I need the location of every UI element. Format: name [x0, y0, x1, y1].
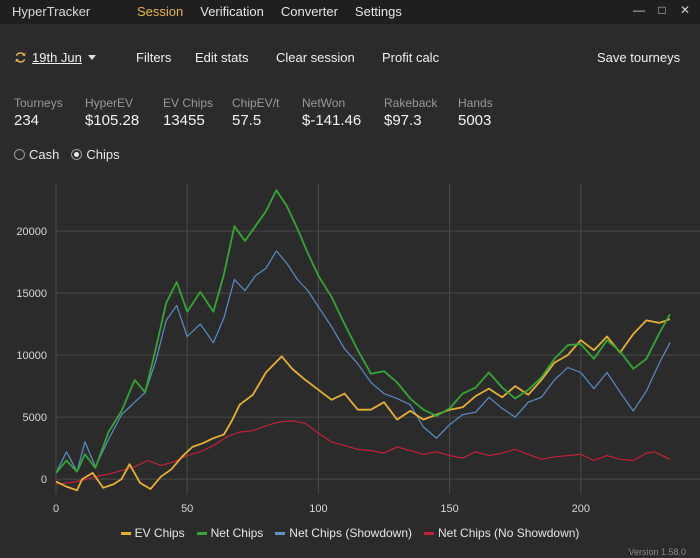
stat-label: ChipEV/t: [232, 96, 280, 110]
chart-ticks: 0 5000 10000 15000 20000 0 50 100 150 200: [16, 226, 590, 515]
stat-tourneys: Tourneys 234: [14, 96, 63, 129]
nav-tab-verification[interactable]: Verification: [200, 4, 264, 19]
series-line-net-chips: [55, 189, 671, 474]
x-tick-label: 150: [440, 503, 458, 515]
x-tick-label: 200: [572, 503, 590, 515]
legend-swatch: [120, 531, 131, 535]
date-label[interactable]: 19th Jun: [32, 50, 82, 65]
profit-calc-button[interactable]: Profit calc: [382, 50, 440, 65]
refresh-icon[interactable]: [14, 51, 27, 64]
series-line-no-showdown: [55, 420, 671, 485]
stat-hands: Hands 5003: [458, 96, 493, 129]
legend-swatch: [275, 531, 286, 535]
save-tourneys-button[interactable]: Save tourneys: [597, 50, 681, 65]
stat-value: 13455: [163, 112, 205, 129]
chevron-down-icon[interactable]: [87, 55, 96, 60]
stat-value: 5003: [458, 112, 492, 129]
radio-chips[interactable]: Chips: [71, 147, 120, 162]
stat-value: 57.5: [232, 112, 262, 129]
stat-netwon: NetWon $-141.46: [302, 96, 361, 129]
stat-label: Tourneys: [14, 96, 63, 110]
stat-label: Rakeback: [384, 96, 438, 110]
legend-item-showdown[interactable]: Net Chips (Showdown): [275, 526, 412, 540]
y-tick-label: 10000: [16, 350, 47, 362]
app-title: HyperTracker: [12, 4, 91, 19]
legend-item-no-showdown[interactable]: Net Chips (No Showdown): [424, 526, 579, 540]
mode-radio-group: Cash Chips: [14, 147, 132, 162]
radio-label: Chips: [86, 147, 120, 162]
y-tick-label: 15000: [16, 288, 47, 300]
nav-tab-settings[interactable]: Settings: [354, 4, 402, 19]
stat-hyperev: HyperEV $105.28: [85, 96, 139, 129]
legend-label: Net Chips: [210, 526, 264, 540]
minimize-icon[interactable]: —: [633, 3, 645, 17]
chart-lines: [55, 189, 671, 492]
legend-swatch: [196, 531, 207, 535]
close-icon[interactable]: ✕: [679, 3, 691, 17]
session-toolbar: 19th Jun Filters Edit stats Clear sessio…: [0, 48, 700, 70]
radio-circle[interactable]: [14, 149, 25, 160]
stat-label: HyperEV: [85, 96, 134, 110]
x-tick-label: 0: [53, 503, 59, 515]
filters-button[interactable]: Filters: [136, 50, 172, 65]
maximize-icon[interactable]: □: [658, 3, 666, 17]
version-label: Version 1.58.0: [628, 547, 686, 557]
x-tick-label: 100: [309, 503, 327, 515]
series-line-showdown: [55, 250, 671, 474]
y-tick-label: 20000: [16, 226, 47, 238]
date-selector[interactable]: 19th Jun: [14, 50, 96, 65]
stat-label: NetWon: [302, 96, 346, 110]
stat-value: $-141.46: [302, 112, 362, 129]
radio-cash[interactable]: Cash: [14, 147, 59, 162]
series-line-ev-chips: [55, 318, 671, 492]
edit-stats-button[interactable]: Edit stats: [195, 50, 249, 65]
title-bar: HyperTracker Session Verification Conver…: [0, 0, 700, 24]
stat-rakeback: Rakeback $97.3: [384, 96, 437, 129]
stat-ev-chips: EV Chips 13455: [163, 96, 213, 129]
stat-chipev-per-tourney: ChipEV/t 57.5: [232, 96, 279, 129]
clear-session-button[interactable]: Clear session: [276, 50, 355, 65]
chart-legend: EV Chips Net Chips Net Chips (Showdown) …: [0, 526, 700, 540]
legend-item-net-chips[interactable]: Net Chips: [196, 526, 264, 540]
stat-value: $97.3: [384, 112, 422, 129]
legend-label: Net Chips (Showdown): [289, 526, 413, 540]
nav-tab-session[interactable]: Session: [137, 4, 184, 19]
legend-swatch: [424, 531, 435, 535]
main-nav: Session Verification Converter Settings: [137, 4, 419, 19]
y-tick-label: 5000: [23, 412, 47, 424]
session-chart: 0 5000 10000 15000 20000 0 50 100 150 200: [16, 184, 700, 515]
y-tick-label: 0: [41, 474, 47, 486]
x-tick-label: 50: [181, 503, 193, 515]
stats-panel: Tourneys 234 HyperEV $105.28 EV Chips 13…: [0, 96, 700, 136]
nav-tab-converter[interactable]: Converter: [280, 4, 338, 19]
radio-circle[interactable]: [71, 149, 83, 160]
stat-value: 234: [14, 112, 40, 129]
stat-value: $105.28: [85, 112, 140, 129]
stat-label: EV Chips: [163, 96, 214, 110]
legend-label: EV Chips: [134, 526, 185, 540]
legend-label: Net Chips (No Showdown): [438, 526, 580, 540]
legend-item-ev-chips[interactable]: EV Chips: [120, 526, 185, 540]
radio-label: Cash: [29, 147, 60, 162]
chart-grid: [55, 184, 700, 494]
stat-label: Hands: [458, 96, 493, 110]
